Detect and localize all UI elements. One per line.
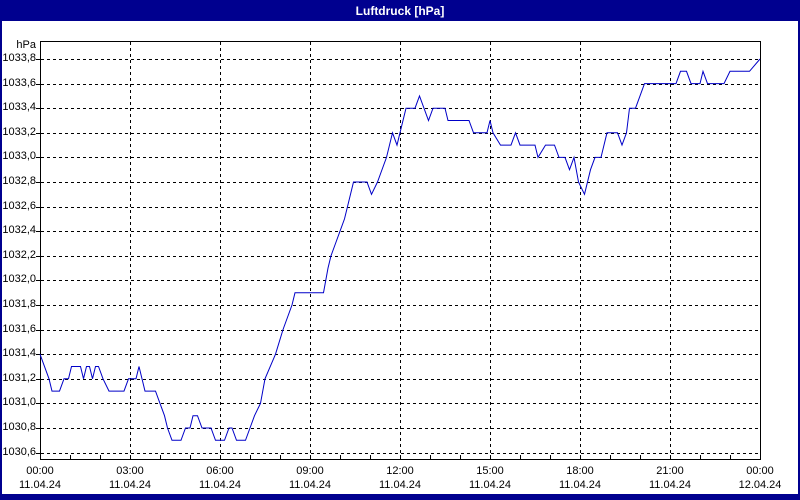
y-tick-label: 1031,0: [2, 396, 36, 408]
y-tick-label: 1032,4: [2, 224, 36, 236]
y-axis-unit-label: hPa: [16, 39, 36, 51]
y-tick-label: 1032,2: [2, 249, 36, 261]
x-tick-date-label: 11.04.24: [198, 479, 241, 491]
y-tick-label: 1032,8: [2, 175, 36, 187]
x-tick-time-label: 09:00: [296, 465, 324, 477]
x-tick-date-label: 11.04.24: [18, 479, 61, 491]
x-tick-time-label: 03:00: [116, 465, 144, 477]
y-tick-label: 1030,6: [2, 446, 36, 458]
window-title: Luftdruck [hPa]: [355, 4, 445, 18]
pressure-trace: [39, 58, 761, 441]
x-tick-time-label: 06:00: [206, 465, 234, 477]
y-tick-label: 1032,6: [2, 200, 36, 212]
x-tick-date-label: 11.04.24: [468, 479, 511, 491]
y-tick-label: 1033,8: [2, 52, 36, 64]
y-tick-label: 1031,2: [2, 372, 36, 384]
x-tick-date-label: 12.04.24: [738, 479, 782, 491]
y-tick-label: 1033,0: [2, 150, 36, 162]
y-tick-label: 1030,8: [2, 421, 36, 433]
window-titlebar: Luftdruck [hPa]: [0, 0, 800, 21]
y-tick-label: 1033,4: [2, 101, 36, 113]
x-tick-date-label: 11.04.24: [558, 479, 601, 491]
y-tick-label: 1032,0: [2, 273, 36, 285]
x-tick-date-label: 11.04.24: [108, 479, 151, 491]
y-tick-label: 1031,6: [2, 323, 36, 335]
y-tick-label: 1031,8: [2, 298, 36, 310]
x-tick-time-label: 15:00: [476, 465, 504, 477]
x-tick-time-label: 18:00: [566, 465, 594, 477]
x-tick-date-label: 11.04.24: [378, 479, 421, 491]
x-tick-time-label: 00:00: [746, 465, 774, 477]
x-tick-date-label: 11.04.24: [648, 479, 691, 491]
x-tick-time-label: 21:00: [656, 465, 684, 477]
y-tick-label: 1033,2: [2, 126, 36, 138]
y-tick-label: 1033,6: [2, 77, 36, 89]
x-tick-date-label: 11.04.24: [288, 479, 331, 491]
x-tick-time-label: 12:00: [386, 465, 414, 477]
x-tick-time-label: 00:00: [26, 465, 54, 477]
y-tick-label: 1031,4: [2, 347, 36, 359]
